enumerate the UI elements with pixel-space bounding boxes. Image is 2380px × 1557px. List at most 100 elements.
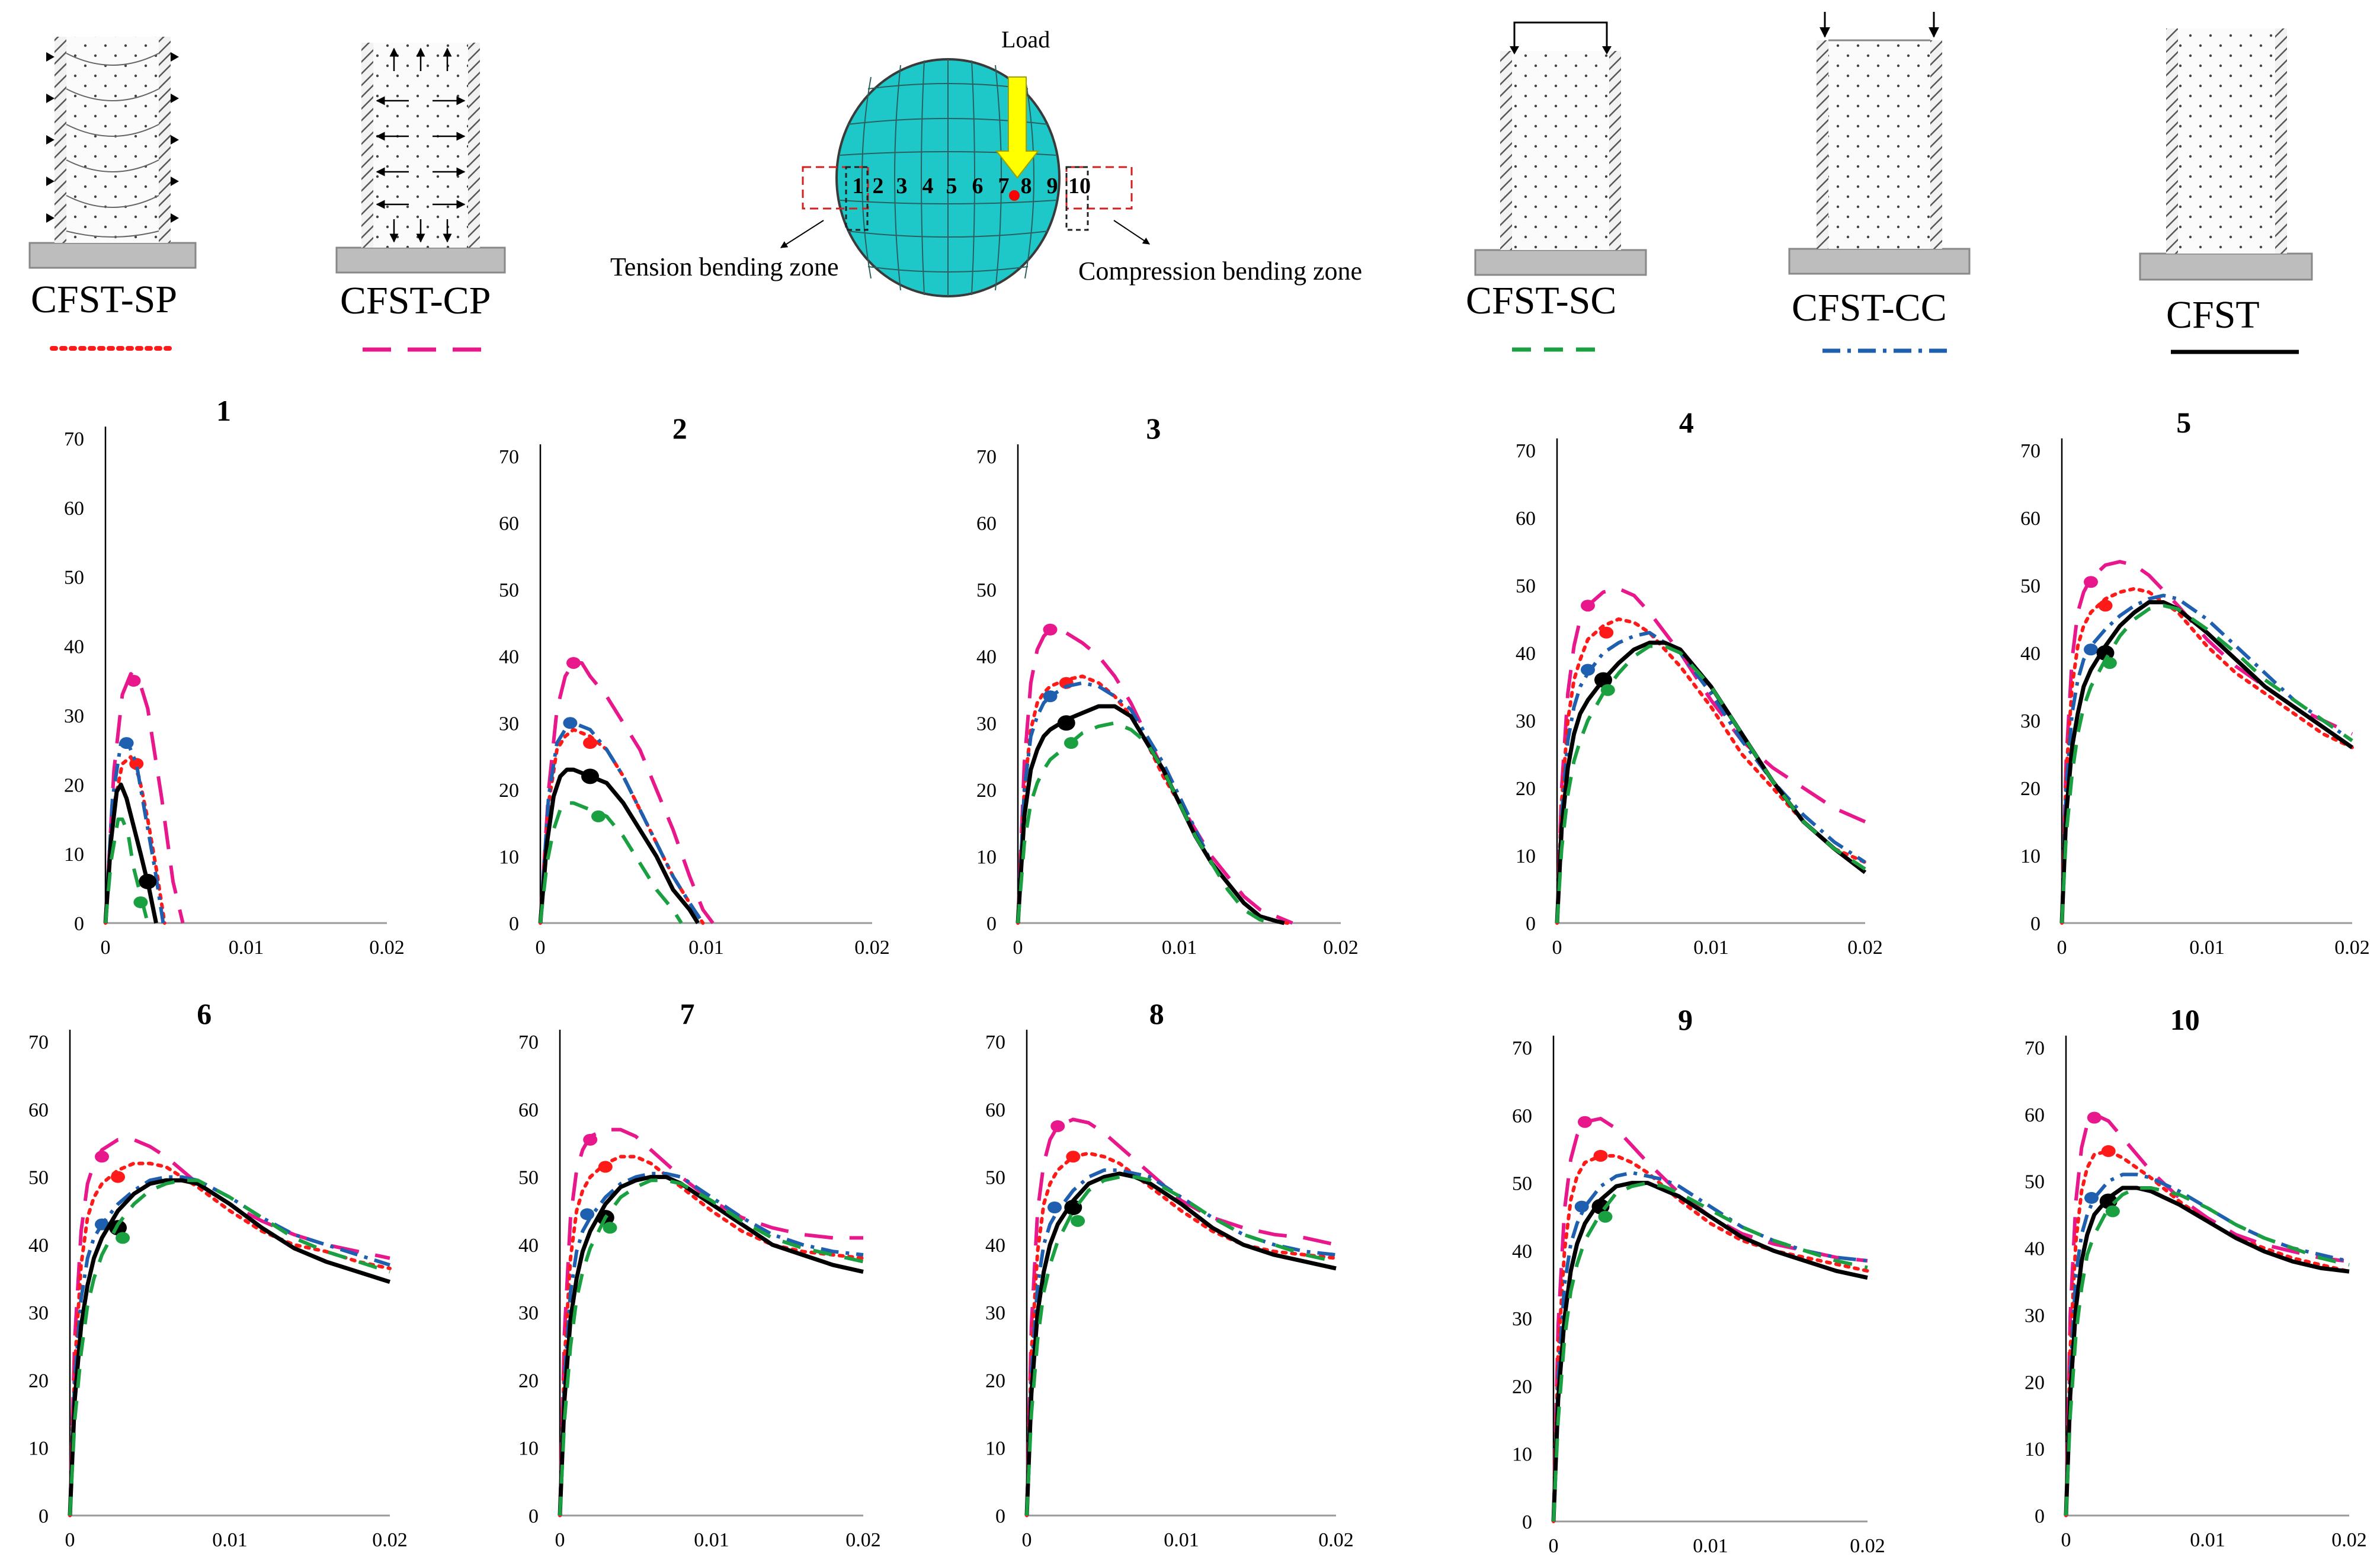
series-line-sc <box>558 1178 864 1516</box>
peak-marker-sc <box>2102 657 2117 669</box>
legend-label-sp: CFST-SP <box>31 278 178 321</box>
series-line-sp <box>68 1161 392 1517</box>
peak-marker-cp <box>1578 1116 1592 1128</box>
section-point-labels: 1 2 3 4 5 6 7 8 9 10 <box>853 174 1091 198</box>
section-point-4: 4 <box>922 174 934 198</box>
y-tick-label: 50 <box>28 1167 49 1189</box>
series-line-cfst <box>558 1175 864 1516</box>
y-tick-label: 60 <box>2025 1104 2045 1126</box>
peak-marker-sp <box>1066 1151 1081 1163</box>
y-tick-label: 40 <box>518 1235 539 1257</box>
section-point-10: 10 <box>1068 174 1091 198</box>
y-tick-label: 60 <box>518 1099 539 1121</box>
chart-panel-4: 0 10 20 30 40 50 60 70 0 0.01 0.02 4 <box>1516 406 1883 959</box>
peak-marker-cfst <box>2096 645 2115 661</box>
y-tick-label: 60 <box>985 1099 1005 1121</box>
series-line-cfst <box>1551 1181 1868 1522</box>
x-tick-label: 0 <box>1022 1529 1032 1551</box>
y-tick-label: 70 <box>976 446 997 468</box>
cross-section-diagram: Load Tension bending zone Compression be… <box>610 26 1362 297</box>
series-line-cc <box>2064 1172 2350 1516</box>
y-tick-label: 40 <box>28 1235 49 1257</box>
y-tick-label: 0 <box>528 1505 539 1527</box>
section-point-6: 6 <box>972 174 984 198</box>
peak-marker-cp <box>2084 576 2098 588</box>
y-tick-label: 0 <box>1526 913 1536 935</box>
y-tick-label: 60 <box>2020 508 2041 530</box>
x-tick-label: 0.02 <box>1323 937 1359 959</box>
x-tick-label: 0.01 <box>694 1529 729 1551</box>
series-line-sc <box>1025 1175 1337 1516</box>
y-tick-label: 70 <box>2025 1037 2045 1059</box>
x-tick-label: 0.02 <box>372 1529 408 1551</box>
series-line-cc <box>1016 681 1285 925</box>
y-tick-label: 40 <box>1516 643 1536 665</box>
peak-marker-cp <box>1043 623 1058 636</box>
series-line-cp <box>2060 560 2353 924</box>
peak-marker-sp <box>598 1161 613 1173</box>
y-tick-label: 0 <box>39 1505 49 1527</box>
peak-marker-sc <box>1071 1215 1085 1227</box>
y-tick-label: 10 <box>2025 1439 2045 1460</box>
x-tick-label: 0.01 <box>1162 937 1197 959</box>
series-line-cfst <box>538 767 700 924</box>
series-line-cc <box>2060 594 2353 924</box>
y-tick-label: 10 <box>1516 845 1536 867</box>
legend-line-samples <box>50 346 2299 354</box>
y-tick-label: 0 <box>1522 1511 1532 1533</box>
y-tick-label: 20 <box>985 1370 1005 1392</box>
section-point-3: 3 <box>896 174 908 198</box>
y-tick-label: 30 <box>518 1302 539 1324</box>
x-tick-label: 0 <box>65 1529 75 1551</box>
series-line-sp <box>1555 617 1867 925</box>
x-tick-label: 0.01 <box>1693 1535 1728 1557</box>
y-tick-label: 60 <box>976 513 997 535</box>
y-tick-label: 0 <box>986 913 997 935</box>
peak-marker-cfst <box>581 768 599 784</box>
y-tick-label: 20 <box>2025 1372 2045 1393</box>
y-tick-label: 70 <box>985 1031 1005 1053</box>
chart-title: 6 <box>197 997 212 1030</box>
x-tick-label: 0 <box>1549 1535 1559 1557</box>
peak-marker-sp <box>111 1171 125 1183</box>
x-tick-label: 0 <box>1552 937 1562 959</box>
y-tick-label: 50 <box>976 579 997 601</box>
chart-panel-7: 0 10 20 30 40 50 60 70 0 0.01 0.02 7 <box>518 997 881 1551</box>
x-tick-label: 0.02 <box>845 1529 881 1551</box>
series-line-cfst <box>1024 1171 1337 1516</box>
x-tick-label: 0 <box>2057 937 2067 959</box>
load-label: Load <box>1001 26 1050 53</box>
y-tick-label: 40 <box>499 646 519 668</box>
y-tick-label: 10 <box>518 1438 539 1460</box>
series-line-sc <box>1552 1181 1868 1522</box>
tension-zone-label: Tension bending zone <box>610 252 839 281</box>
peak-marker-cfst <box>139 873 157 889</box>
y-tick-label: 10 <box>64 844 84 866</box>
y-tick-label: 60 <box>1512 1105 1532 1127</box>
y-tick-label: 20 <box>976 780 997 802</box>
peak-marker-sc <box>1598 1210 1613 1223</box>
peak-marker-cp <box>1050 1120 1065 1132</box>
x-tick-label: 0.02 <box>2334 937 2370 959</box>
legend-label-sc: CFST-SC <box>1466 279 1617 322</box>
series-line-cfst <box>2059 600 2354 924</box>
y-tick-label: 0 <box>2030 913 2041 935</box>
section-point-2: 2 <box>873 174 884 198</box>
y-tick-label: 40 <box>985 1235 1005 1257</box>
y-tick-label: 40 <box>64 636 84 658</box>
chart-panel-6: 0 10 20 30 40 50 60 70 0 0.01 0.02 6 <box>28 997 408 1551</box>
series-line-cp <box>1552 1117 1868 1522</box>
y-tick-label: 20 <box>2020 778 2041 800</box>
peak-marker-cp <box>95 1151 109 1163</box>
peak-marker-cc <box>1043 690 1058 703</box>
series-line-sc <box>1016 721 1274 925</box>
section-point-1: 1 <box>853 174 864 198</box>
y-tick-label: 30 <box>28 1302 49 1324</box>
peak-marker-sp <box>129 758 144 770</box>
y-tick-label: 20 <box>1512 1376 1532 1398</box>
y-tick-label: 50 <box>2025 1171 2045 1193</box>
y-tick-label: 10 <box>499 846 519 868</box>
series-line-cfst <box>1555 640 1867 924</box>
x-tick-label: 0.02 <box>1318 1529 1354 1551</box>
series-line-cp <box>558 1127 863 1516</box>
